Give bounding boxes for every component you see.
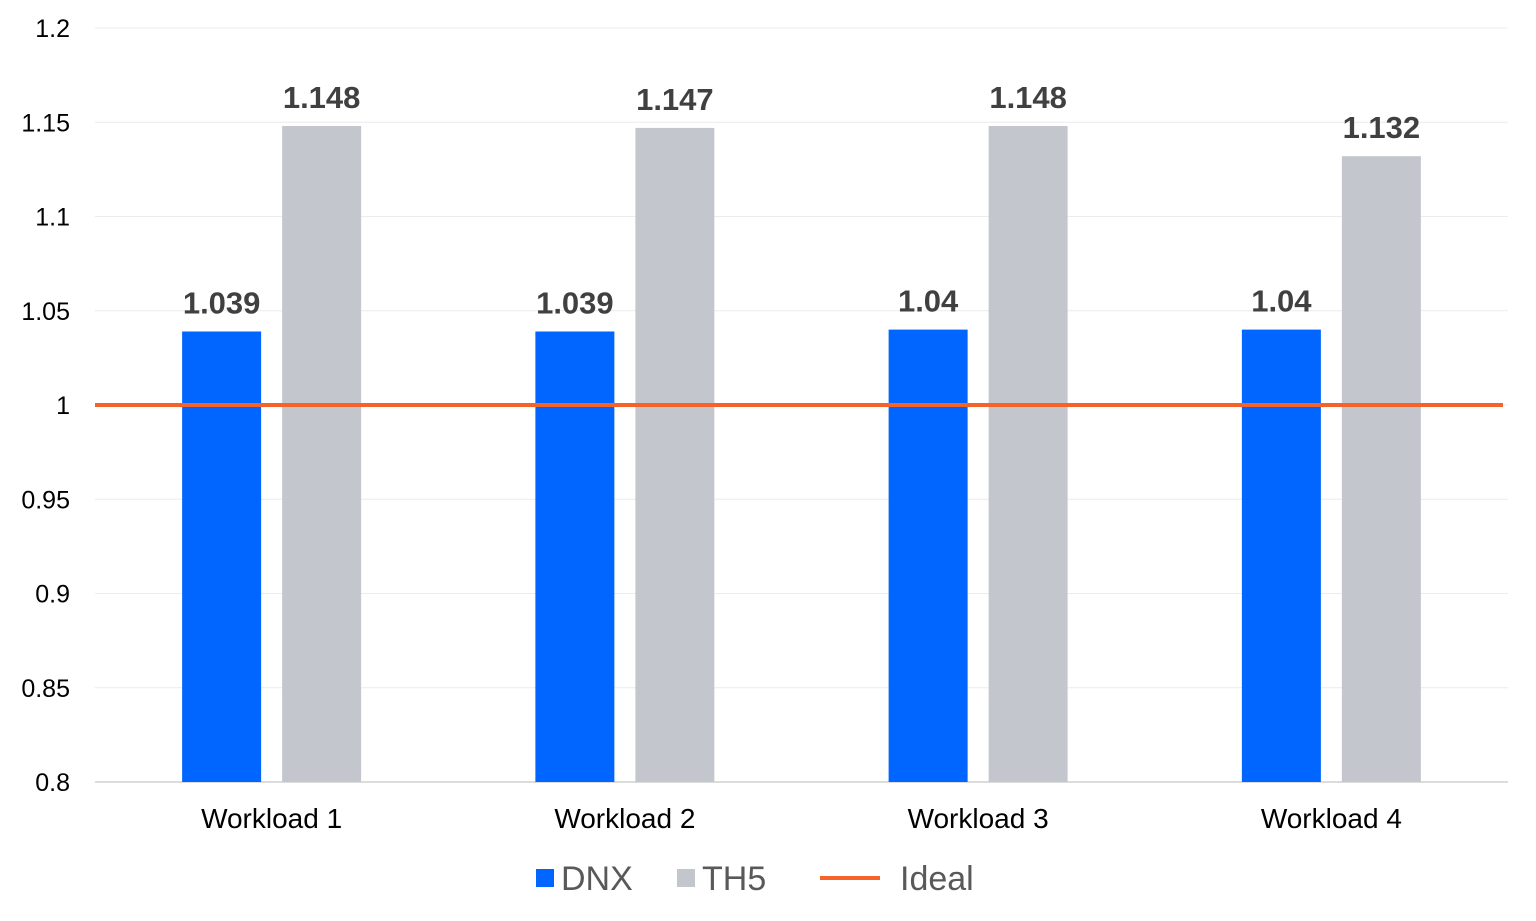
bar-th5-3: [988, 126, 1068, 782]
x-axis-category-labels: Workload 1 Workload 2 Workload 3 Workload 4: [201, 803, 1402, 834]
category-label: Workload 3: [908, 803, 1049, 834]
data-label-th5-3: 1.148: [989, 80, 1067, 115]
category-label: Workload 2: [554, 803, 695, 834]
y-tick-label: 1: [56, 392, 70, 420]
y-tick-label: 0.9: [35, 581, 70, 609]
bars: [182, 126, 1421, 782]
legend: DNX TH5 Ideal: [536, 860, 974, 898]
data-label-dnx-2: 1.039: [536, 285, 614, 320]
y-tick-label: 0.95: [21, 486, 70, 514]
category-label: Workload 4: [1261, 803, 1402, 834]
legend-label-th5: TH5: [702, 860, 766, 898]
data-label-dnx-1: 1.039: [183, 285, 261, 320]
data-label-th5-4: 1.132: [1343, 110, 1421, 145]
legend-swatch-th5: [677, 869, 695, 887]
bar-th5-4: [1341, 156, 1421, 782]
data-label-dnx-4: 1.04: [1251, 284, 1312, 319]
bar-dnx-3: [888, 329, 968, 782]
y-axis-tick-labels: 0.8 0.85 0.9 0.95 1 1.05 1.1 1.15 1.2: [21, 15, 70, 797]
bar-dnx-2: [535, 331, 615, 782]
legend-label-ideal: Ideal: [900, 860, 974, 898]
y-tick-label: 1.1: [35, 204, 70, 232]
category-label: Workload 1: [201, 803, 342, 834]
y-tick-label: 1.2: [35, 15, 70, 43]
bar-dnx-4: [1241, 329, 1321, 782]
bar-dnx-1: [182, 331, 262, 782]
data-label-dnx-3: 1.04: [898, 284, 959, 319]
y-tick-label: 0.8: [35, 769, 70, 797]
data-label-th5-2: 1.147: [636, 82, 714, 117]
y-tick-label: 1.05: [21, 298, 70, 326]
data-label-th5-1: 1.148: [283, 80, 361, 115]
legend-label-dnx: DNX: [561, 860, 633, 898]
y-tick-label: 0.85: [21, 675, 70, 703]
legend-swatch-dnx: [536, 869, 554, 887]
data-labels: 1.039 1.148 1.039 1.147 1.04 1.148 1.04 1.132: [183, 80, 1420, 320]
bar-th5-2: [635, 127, 715, 782]
y-tick-label: 1.15: [21, 109, 70, 137]
bar-th5-1: [282, 126, 362, 782]
